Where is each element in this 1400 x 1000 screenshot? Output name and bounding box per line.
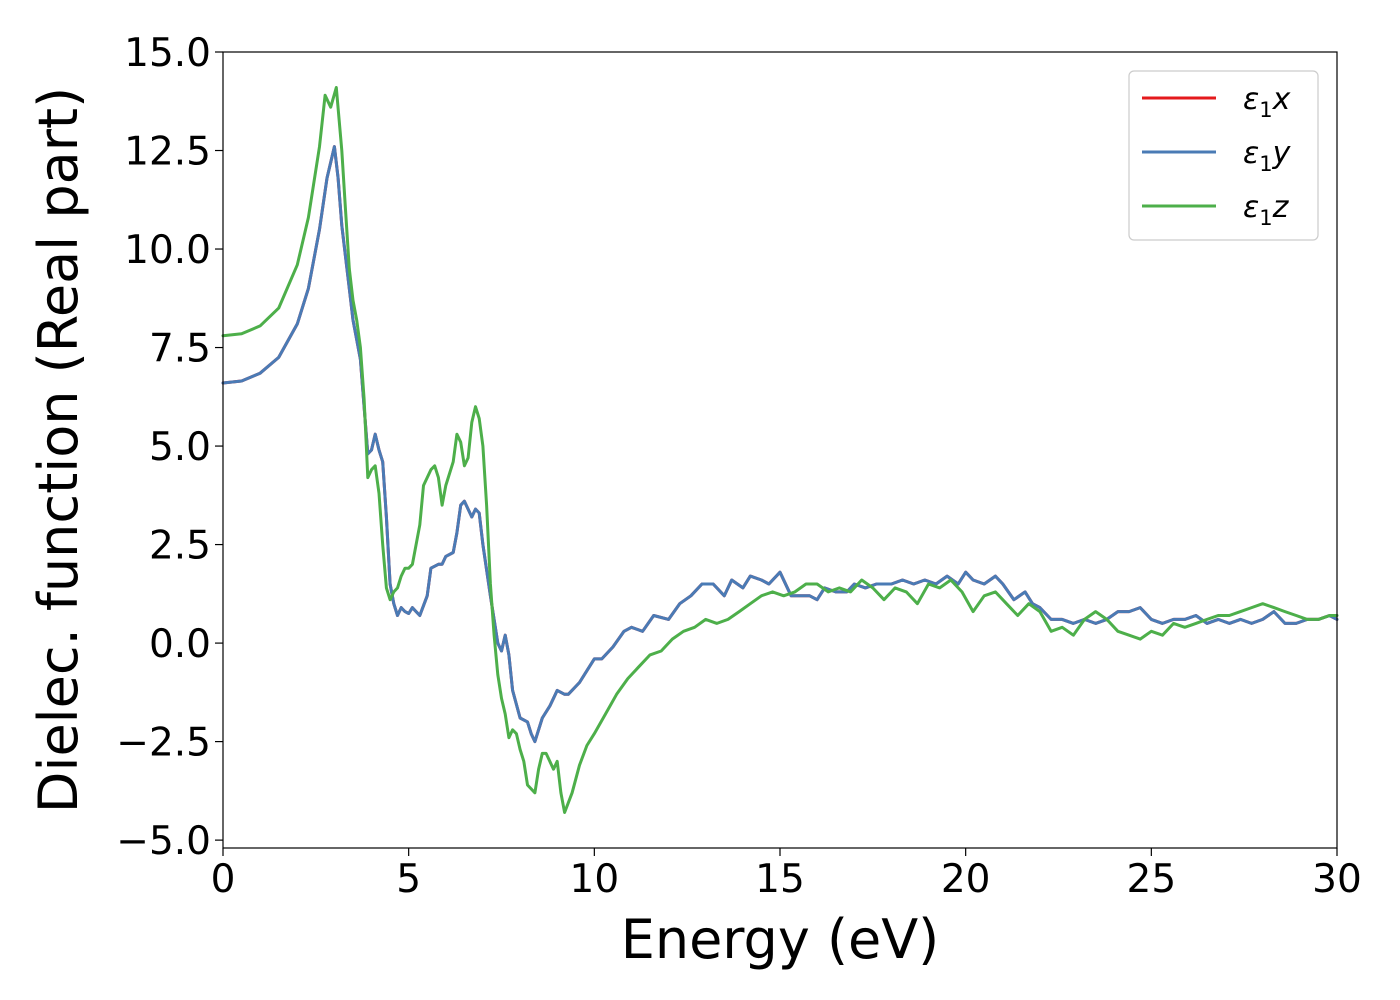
y-tick-label: 2.5 — [149, 524, 211, 569]
legend-epsilon: ε — [1243, 190, 1259, 225]
y-tick-label: 10.0 — [124, 228, 211, 273]
series-line-1 — [221, 145, 1339, 744]
y-axis-title: Dielec. function (Real part) — [27, 87, 90, 813]
y-tick-label: −2.5 — [116, 721, 211, 766]
x-tick-label: 25 — [1127, 857, 1177, 902]
legend-variable: z — [1272, 190, 1290, 225]
x-tick-label: 20 — [941, 857, 991, 902]
series-layer — [221, 86, 1339, 814]
y-tick-label: 5.0 — [149, 425, 211, 470]
legend-label-1: ε1y — [1243, 136, 1292, 176]
legend-epsilon: ε — [1243, 82, 1259, 117]
ticks-layer: 0 5 10 15 20 25 30 −5.0 −2.5 0.0 2.5 5.0 7.5 10.0 12.5… — [116, 31, 1362, 902]
series-line-2 — [221, 86, 1339, 814]
legend-variable: y — [1272, 136, 1292, 171]
legend-epsilon: ε — [1243, 136, 1259, 171]
x-tick-label: 30 — [1312, 857, 1362, 902]
x-tick-label: 5 — [396, 857, 421, 902]
legend-subscript: 1 — [1259, 98, 1272, 122]
y-tick-label: 12.5 — [124, 130, 211, 175]
legend-subscript: 1 — [1259, 152, 1272, 176]
x-tick-label: 10 — [570, 857, 620, 902]
y-tick-label: −5.0 — [116, 819, 211, 864]
legend-subscript: 1 — [1259, 206, 1272, 230]
y-tick-label: 0.0 — [149, 622, 211, 667]
legend-box — [1128, 70, 1319, 241]
x-axis-title: Energy (eV) — [621, 908, 940, 971]
legend-label-2: ε1z — [1243, 190, 1290, 230]
legend-variable: x — [1272, 82, 1291, 117]
y-tick-label: 15.0 — [124, 31, 211, 76]
legend-label-0: ε1x — [1243, 82, 1291, 122]
x-tick-label: 15 — [755, 857, 805, 902]
x-tick-label: 0 — [211, 857, 236, 902]
y-tick-label: 7.5 — [149, 327, 211, 372]
